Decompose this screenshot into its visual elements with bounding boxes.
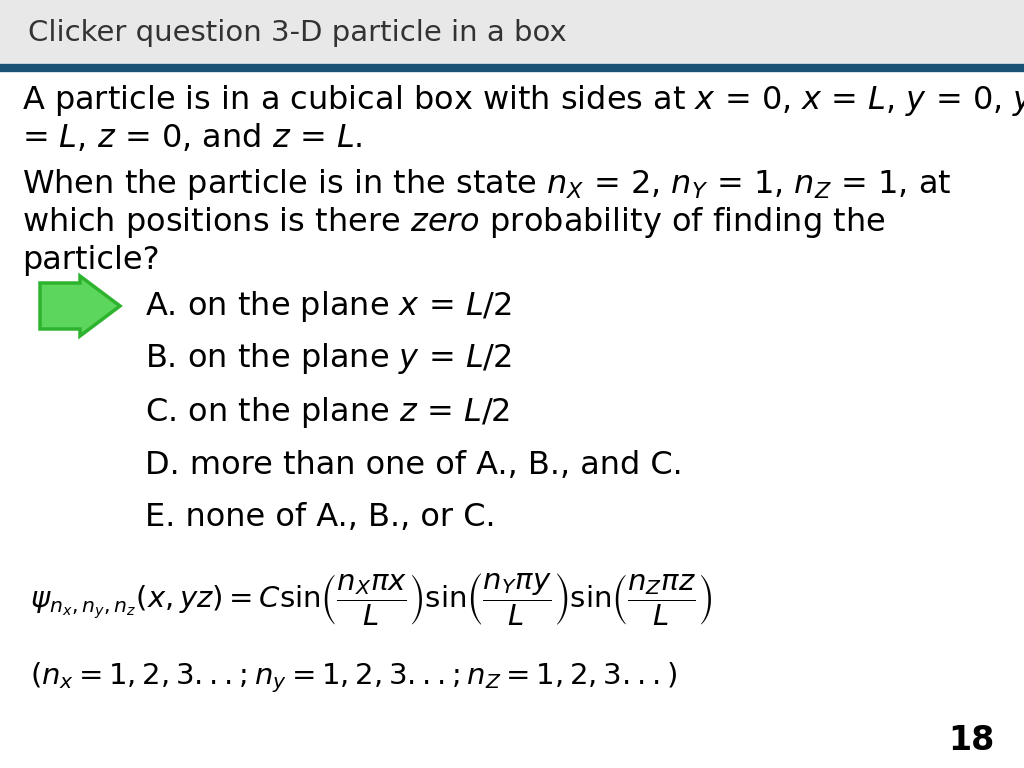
Bar — [0, 0, 1024, 66]
Text: A. on the plane $x$ = $L$/2: A. on the plane $x$ = $L$/2 — [145, 289, 512, 323]
Text: particle?: particle? — [22, 246, 160, 276]
Text: E. none of A., B., or C.: E. none of A., B., or C. — [145, 502, 496, 534]
Text: C. on the plane $z$ = $L$/2: C. on the plane $z$ = $L$/2 — [145, 395, 510, 429]
Text: D. more than one of A., B., and C.: D. more than one of A., B., and C. — [145, 449, 683, 481]
Text: $(n_x = 1,2,3...;n_y = 1,2,3...;n_Z = 1,2,3...)$: $(n_x = 1,2,3...;n_y = 1,2,3...;n_Z = 1,… — [30, 660, 677, 695]
Text: = $L$, $z$ = 0, and $z$ = $L$.: = $L$, $z$ = 0, and $z$ = $L$. — [22, 122, 362, 154]
Text: A particle is in a cubical box with sides at $x$ = 0, $x$ = $L$, $y$ = 0, $y$: A particle is in a cubical box with side… — [22, 82, 1024, 118]
Text: which positions is there $\it{zero}$ probability of finding the: which positions is there $\it{zero}$ pro… — [22, 206, 886, 240]
Text: $\psi_{n_x,n_y,n_z}(x,yz) = C\sin\!\left(\dfrac{n_X\pi x}{L}\right)\sin\!\left(\: $\psi_{n_x,n_y,n_z}(x,yz) = C\sin\!\left… — [30, 572, 712, 628]
Text: B. on the plane $y$ = $L$/2: B. on the plane $y$ = $L$/2 — [145, 342, 512, 376]
Text: 18: 18 — [948, 723, 995, 756]
Text: Clicker question 3-D particle in a box: Clicker question 3-D particle in a box — [28, 19, 566, 47]
Text: When the particle is in the state $n_X$ = 2, $n_Y$ = 1, $n_Z$ = 1, at: When the particle is in the state $n_X$ … — [22, 167, 951, 203]
Polygon shape — [40, 276, 120, 336]
